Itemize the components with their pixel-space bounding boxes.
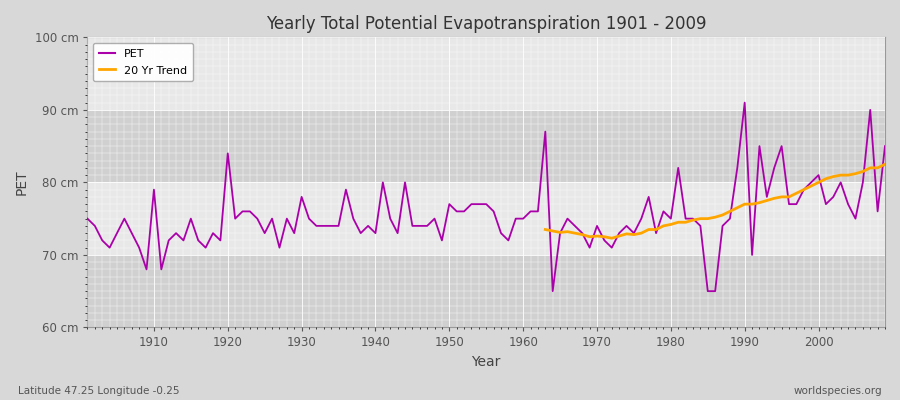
- PET: [879, 144, 890, 148]
- Bar: [87, 182, 885, 255]
- 20 Yr Trend: [540, 227, 551, 232]
- 20 Yr Trend: [621, 232, 632, 236]
- PET: [141, 267, 152, 272]
- 20 Yr Trend: [872, 166, 883, 170]
- PET: [518, 216, 528, 221]
- PET: [739, 100, 750, 105]
- 20 Yr Trend: [651, 227, 661, 232]
- 20 Yr Trend: [858, 169, 868, 174]
- 20 Yr Trend: [747, 202, 758, 206]
- 20 Yr Trend: [695, 216, 706, 221]
- 20 Yr Trend: [806, 184, 816, 188]
- 20 Yr Trend: [658, 224, 669, 228]
- 20 Yr Trend: [680, 220, 691, 225]
- 20 Yr Trend: [821, 176, 832, 181]
- 20 Yr Trend: [776, 194, 787, 199]
- 20 Yr Trend: [724, 209, 735, 214]
- 20 Yr Trend: [835, 173, 846, 178]
- PET: [614, 231, 625, 236]
- 20 Yr Trend: [879, 162, 890, 167]
- Bar: [87, 110, 885, 182]
- 20 Yr Trend: [607, 236, 617, 241]
- Text: worldspecies.org: worldspecies.org: [794, 386, 882, 396]
- 20 Yr Trend: [850, 171, 861, 176]
- PET: [82, 216, 93, 221]
- PET: [348, 216, 359, 221]
- 20 Yr Trend: [798, 187, 809, 192]
- X-axis label: Year: Year: [472, 355, 501, 369]
- Title: Yearly Total Potential Evapotranspiration 1901 - 2009: Yearly Total Potential Evapotranspiratio…: [266, 15, 706, 33]
- 20 Yr Trend: [732, 205, 742, 210]
- PET: [510, 216, 521, 221]
- 20 Yr Trend: [570, 231, 580, 236]
- Y-axis label: PET: PET: [15, 170, 29, 195]
- 20 Yr Trend: [599, 234, 610, 239]
- 20 Yr Trend: [636, 231, 647, 236]
- 20 Yr Trend: [628, 232, 639, 237]
- 20 Yr Trend: [710, 215, 721, 220]
- 20 Yr Trend: [791, 191, 802, 196]
- 20 Yr Trend: [828, 174, 839, 179]
- 20 Yr Trend: [717, 213, 728, 218]
- 20 Yr Trend: [702, 216, 713, 221]
- 20 Yr Trend: [644, 227, 654, 232]
- 20 Yr Trend: [761, 198, 772, 203]
- 20 Yr Trend: [665, 222, 676, 227]
- 20 Yr Trend: [784, 194, 795, 199]
- 20 Yr Trend: [584, 234, 595, 239]
- Line: PET: PET: [87, 103, 885, 291]
- 20 Yr Trend: [754, 200, 765, 205]
- 20 Yr Trend: [577, 232, 588, 237]
- Line: 20 Yr Trend: 20 Yr Trend: [545, 164, 885, 238]
- 20 Yr Trend: [842, 173, 853, 178]
- 20 Yr Trend: [813, 180, 824, 185]
- 20 Yr Trend: [591, 234, 602, 238]
- 20 Yr Trend: [865, 166, 876, 170]
- 20 Yr Trend: [562, 229, 573, 234]
- PET: [303, 216, 314, 221]
- 20 Yr Trend: [547, 228, 558, 233]
- 20 Yr Trend: [554, 230, 565, 235]
- PET: [547, 289, 558, 294]
- Bar: [87, 255, 885, 328]
- 20 Yr Trend: [614, 234, 625, 238]
- Bar: [87, 37, 885, 110]
- 20 Yr Trend: [688, 218, 698, 222]
- 20 Yr Trend: [769, 196, 779, 201]
- Legend: PET, 20 Yr Trend: PET, 20 Yr Trend: [93, 43, 193, 81]
- 20 Yr Trend: [673, 220, 684, 225]
- 20 Yr Trend: [739, 202, 750, 206]
- Text: Latitude 47.25 Longitude -0.25: Latitude 47.25 Longitude -0.25: [18, 386, 179, 396]
